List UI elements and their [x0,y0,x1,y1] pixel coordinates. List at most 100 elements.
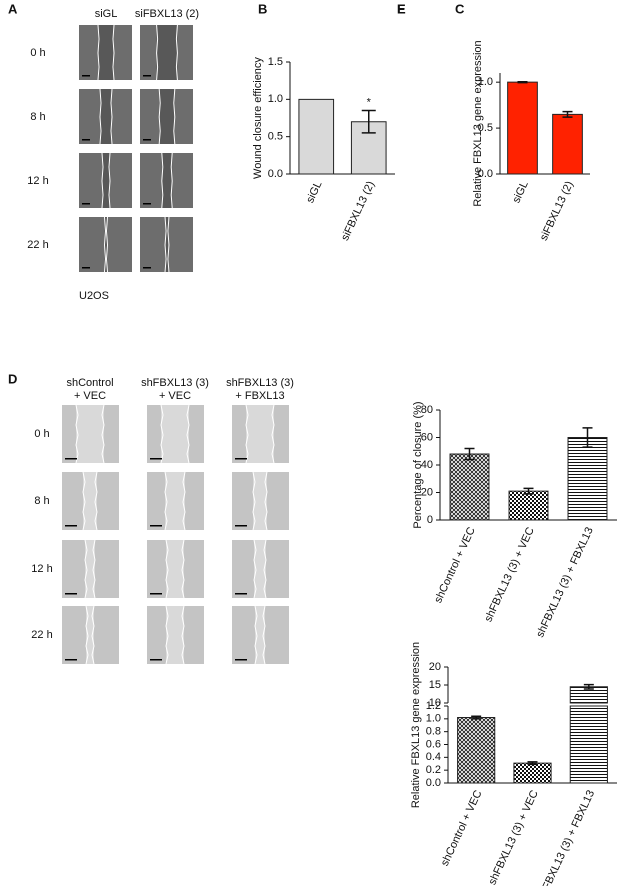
panel-label: F [397,1,405,16]
y-tick-label: 0.5 [478,122,493,134]
scale-bar [143,267,151,269]
error-bar [527,761,538,766]
x-tick-label: siFBXL13 (2) [538,179,576,242]
scale-bar [65,659,77,661]
y-tick-label: 20 [421,486,433,498]
x-tick-label: shFBXL13 (3) + FBXL13 [534,525,596,639]
panel-label: C [455,1,465,16]
y-tick-label: 0.8 [426,726,441,738]
y-axis-label: Wound closure efficiency [252,57,264,179]
error-bar [582,427,593,448]
bar [569,686,608,784]
column-header: + FBXL13 [235,390,284,402]
error-bar [517,80,528,84]
wound-edge [156,24,178,81]
wound-edge [101,152,111,209]
scale-bar [82,203,90,205]
scale-bar [143,75,151,77]
y-tick-label: 0.2 [426,764,441,776]
bar [513,762,552,784]
wound-gap [156,25,178,80]
error-bar [471,715,482,720]
wound-edge [103,216,109,273]
scale-bar [143,203,151,205]
wound-edge [75,404,105,464]
wound-edge [99,88,113,145]
wound-gap [102,153,110,208]
y-tick-label: 1.2 [426,700,441,712]
y-tick-label: 60 [421,431,433,443]
wound-gap [254,540,266,598]
y-tick-label: 0 [427,514,433,526]
scale-bar [150,458,162,460]
row-label: 22 h [31,629,52,641]
y-tick-label: 1.0 [426,713,441,725]
bar [507,81,538,175]
error-bar [464,447,475,461]
row-label: 12 h [31,563,52,575]
scale-bar [143,139,151,141]
bar [508,490,549,521]
scale-bar [82,75,90,77]
y-tick-label: 0.0 [268,168,283,180]
row-label: 8 h [30,111,45,123]
y-tick-label: 20 [429,661,441,673]
error-bar [562,110,573,118]
y-tick-label: 40 [421,459,433,471]
annotation: * [367,96,372,108]
scale-bar [65,525,77,527]
bar [567,437,608,521]
row-label: 12 h [27,175,48,187]
x-tick-label: shFBXL13 (3) + FBXL13 [536,788,598,886]
wound-gap [255,606,265,664]
panel-label: E [397,1,406,16]
wound-gap [246,405,274,463]
wound-edge [160,404,190,464]
scale-bar [235,593,247,595]
x-tick-label: shFBXL13 (3) + VEC [486,788,540,886]
y-tick-label: 1.5 [268,56,283,68]
scale-bar [150,525,162,527]
scale-bar [150,593,162,595]
scale-bar [65,458,77,460]
x-tick-label: shFBXL13 (3) + VEC [482,525,536,623]
wound-gap [161,405,189,463]
cell-line: U2OS [79,290,109,302]
y-tick-label: 0.0 [478,168,493,180]
y-axis-label: Relative FBXL13 gene expression [410,642,422,808]
column-header: siFBXL13 (2) [135,8,199,20]
scale-bar [235,525,247,527]
wound-edge [165,605,185,665]
y-tick-label: 15 [429,679,441,691]
row-label: 0 h [34,428,49,440]
scale-bar [235,458,247,460]
panel-label: D [8,371,17,386]
wound-gap [100,89,112,144]
wound-gap [83,472,97,530]
wound-gap [159,89,175,144]
y-tick-label: 1.0 [268,93,283,105]
column-header: shFBXL13 (3) [141,377,209,389]
wound-edge [245,404,275,464]
scale-bar [65,593,77,595]
bar [449,453,490,521]
y-tick-label: 10 [429,697,441,709]
wound-gap [165,217,169,272]
y-tick-label: 0.4 [426,751,441,763]
y-tick-label: 1.0 [478,76,493,88]
row-label: 8 h [34,495,49,507]
scale-bar [150,659,162,661]
y-tick-label: 0.0 [426,777,441,789]
scale-bar [82,139,90,141]
y-tick-label: 80 [421,404,433,416]
wound-edge [82,471,98,531]
error-bar [361,109,376,134]
x-tick-label: shControl + VEC [432,525,478,605]
scale-bar [235,659,247,661]
column-header: shFBXL13 (3) [226,377,294,389]
wound-gap [166,606,184,664]
y-axis-label: Relative FBXL13 gene expression [472,40,484,206]
y-tick-label: 0.5 [268,131,283,143]
x-tick-label: siGL [510,179,530,205]
